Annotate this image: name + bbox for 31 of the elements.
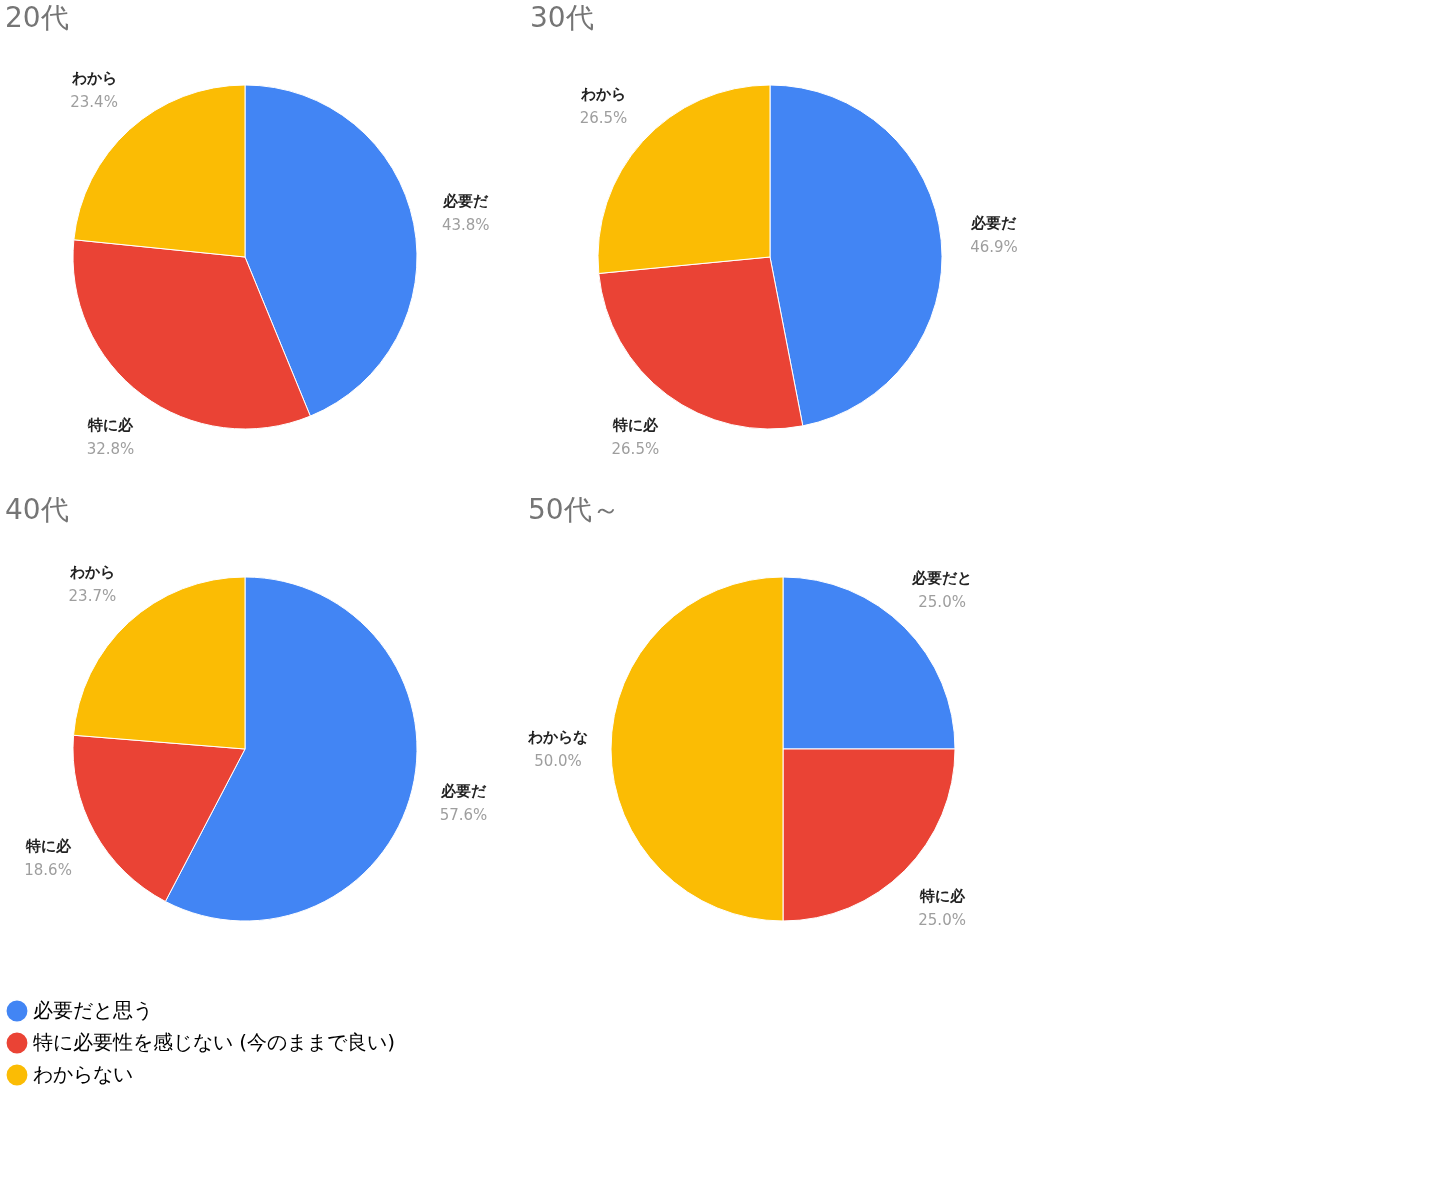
slice-label: 特に必 [611,416,659,435]
data-label: 26.5% [579,108,628,127]
slice-label: わから [70,69,117,88]
slice-label: 必要だ [442,192,490,211]
data-label: 18.6% [24,860,72,879]
text: 特に必 [24,836,72,855]
legend-label: 必要だと思う [33,998,153,1022]
slice-label: わから [579,84,626,103]
data-label: 25.0% [918,911,966,930]
slice-label: 必要だ [970,214,1018,233]
legend-label: わからない [33,1062,133,1086]
text: わから [68,562,115,581]
data-label: 43.8% [441,216,490,235]
slice-label: わからな [527,728,588,746]
chart-title: 20代 [5,1,69,34]
chart-title: 50代～ [528,493,620,526]
chart-title: 30代 [530,1,594,34]
data-label: 32.8% [86,440,135,459]
data-label: 23.7% [68,586,117,605]
data-label: 46.9% [970,238,1018,257]
slice-label: 必要だと [911,568,973,587]
data-label: 26.5% [611,440,660,459]
data-label: 57.6% [439,805,488,824]
slice-label: 特に必 [86,416,134,435]
slice-label: 特に必 [918,887,966,906]
chart-title: 40代 [5,493,69,526]
data-label: 23.4% [70,93,118,112]
text: 必要だ [440,781,488,800]
data-label: 25.0% [918,592,966,611]
data-label: 50.0% [534,752,582,770]
legend-label: 特に必要性を感じない (今のままで良い) [33,1030,395,1054]
